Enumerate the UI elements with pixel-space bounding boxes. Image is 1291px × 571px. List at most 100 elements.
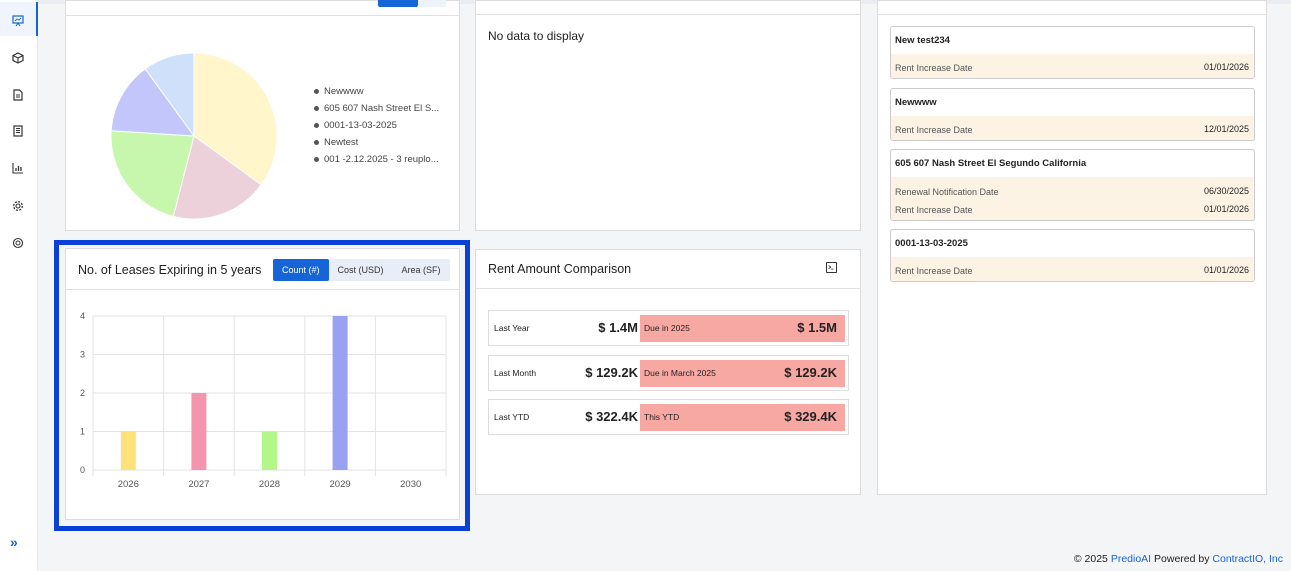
sidebar: » <box>0 0 38 571</box>
nodata-header <box>476 1 860 15</box>
footer-company-link[interactable]: ContractIO, Inc <box>1212 553 1283 565</box>
terminal-icon[interactable] <box>826 262 837 273</box>
y-tick-label: 0 <box>80 465 85 475</box>
no-data-text: No data to display <box>488 29 585 43</box>
rent-comparison-panel: Rent Amount Comparison Last Year $ 1.4M … <box>475 249 861 495</box>
card-line-value: 06/30/2025 <box>1203 186 1249 196</box>
pie-slice[interactable] <box>110 130 195 218</box>
lease-card[interactable]: 605 607 Nash Street El Segundo Californi… <box>890 149 1255 221</box>
legend-item[interactable]: 001 -2.12.2025 - 3 reuplo... <box>314 151 439 168</box>
presentation-icon[interactable] <box>11 14 25 28</box>
rent-row-value: $ 129.2K <box>585 365 638 380</box>
cube-icon[interactable] <box>11 51 25 65</box>
y-tick-label: 2 <box>80 388 85 398</box>
gear-icon[interactable] <box>11 199 25 213</box>
pie-legend: Newwww 605 607 Nash Street El S... 0001-… <box>314 83 439 168</box>
sidebar-active-indicator <box>0 2 38 36</box>
y-tick-label: 3 <box>80 350 85 360</box>
legend-label: 001 -2.12.2025 - 3 reuplo... <box>324 154 439 165</box>
legend-dot <box>314 89 319 94</box>
rent-compare-label: Due in March 2025 <box>644 368 716 378</box>
lease-card[interactable]: New test234 Rent Increase Date 01/01/202… <box>890 26 1255 79</box>
footer: © 2025 PredioAI Powered by ContractIO, I… <box>1074 553 1283 565</box>
bar-chart-icon[interactable] <box>11 161 25 175</box>
pie-slice[interactable] <box>144 52 195 138</box>
lease-card-body: Rent Increase Date 01/01/2026 <box>891 54 1254 78</box>
legend-item[interactable]: Newtest <box>314 134 439 151</box>
footer-powered: Powered by <box>1154 553 1210 565</box>
pie-panel: Newwww 605 607 Nash Street El S... 0001-… <box>65 0 460 231</box>
tab-cost[interactable]: Cost (USD) <box>337 265 384 275</box>
bar-2028[interactable] <box>262 431 277 471</box>
leases-divider <box>66 289 459 290</box>
dates-header <box>878 1 1266 15</box>
y-tick-label: 4 <box>80 311 85 321</box>
leases-tab-group: Count (#) Cost (USD) Area (SF) <box>273 259 450 281</box>
rent-comparison-title: Rent Amount Comparison <box>488 262 632 276</box>
legend-dot <box>314 106 319 111</box>
pie-chart <box>110 52 278 220</box>
tab-area[interactable]: Area (SF) <box>401 265 441 275</box>
lease-card[interactable]: Newwww Rent Increase Date 12/01/2025 <box>890 88 1255 141</box>
legend-label: 0001-13-03-2025 <box>324 120 397 131</box>
legend-dot <box>314 140 319 145</box>
lease-card-body: Renewal Notification Date 06/30/2025 Ren… <box>891 177 1254 220</box>
legend-item[interactable]: 0001-13-03-2025 <box>314 117 439 134</box>
pie-tab-active[interactable] <box>378 0 418 7</box>
x-tick-label: 2028 <box>259 479 280 490</box>
x-tick-label: 2026 <box>118 479 139 490</box>
legend-item[interactable]: 605 607 Nash Street El S... <box>314 100 439 117</box>
pie-tab[interactable] <box>418 0 446 7</box>
bar-2027[interactable] <box>191 393 207 470</box>
card-line-label: Rent Increase Date <box>895 63 973 73</box>
rent-compare-box: Due in 2025 $ 1.5M <box>640 315 845 342</box>
document-icon[interactable] <box>11 88 25 102</box>
rent-row: Last YTD $ 322.4K This YTD $ 329.4K <box>488 399 849 435</box>
footer-brand-link[interactable]: PredioAI <box>1110 553 1152 565</box>
leases-bar-chart: 0 1 2 3 4 2026 2027 2028 2029 2030 <box>80 311 447 490</box>
building-icon[interactable] <box>11 124 25 138</box>
lease-card-title: New test234 <box>895 35 950 46</box>
rent-row-label: Last Year <box>494 323 530 333</box>
legend-item[interactable]: Newwww <box>314 83 439 100</box>
rent-compare-label: This YTD <box>644 412 680 422</box>
leases-expiring-title: No. of Leases Expiring in 5 years <box>78 263 262 277</box>
bar-2029[interactable] <box>332 316 348 470</box>
x-tick-label: 2027 <box>188 479 209 490</box>
lease-card-title: 0001-13-03-2025 <box>895 238 968 249</box>
legend-label: Newtest <box>324 137 359 148</box>
rent-divider <box>476 288 860 289</box>
pie-slice[interactable] <box>193 52 278 186</box>
legend-label: Newwww <box>324 86 364 97</box>
card-line: Rent Increase Date 01/01/2026 <box>891 200 1254 218</box>
rent-row-label: Last YTD <box>494 412 530 422</box>
rent-row: Last Month $ 129.2K Due in March 2025 $ … <box>488 355 849 391</box>
card-line-value: 01/01/2026 <box>1203 265 1249 275</box>
card-line-value: 01/01/2026 <box>1203 204 1249 214</box>
expand-sidebar-button[interactable]: » <box>10 534 18 550</box>
footer-copyright: © 2025 <box>1073 553 1108 565</box>
pie-slice[interactable] <box>110 68 196 137</box>
card-line-label: Rent Increase Date <box>895 266 973 276</box>
rent-compare-label: Due in 2025 <box>644 323 690 333</box>
rent-compare-box: Due in March 2025 $ 129.2K <box>640 360 845 387</box>
lease-card-body: Rent Increase Date 01/01/2026 <box>891 257 1254 281</box>
rent-row-value: $ 322.4K <box>585 409 638 424</box>
card-line-value: 01/01/2026 <box>1203 62 1249 72</box>
tab-count[interactable]: Count (#) <box>273 259 329 281</box>
rent-compare-value: $ 129.2K <box>784 365 837 380</box>
legend-dot <box>314 157 319 162</box>
bar-2026[interactable] <box>120 431 136 471</box>
legend-label: 605 607 Nash Street El S... <box>324 103 440 114</box>
card-line: Rent Increase Date 12/01/2025 <box>891 120 1254 138</box>
card-line: Rent Increase Date 01/01/2026 <box>891 58 1254 76</box>
leases-expiring-panel: No. of Leases Expiring in 5 years Count … <box>65 248 460 520</box>
support-icon[interactable] <box>11 236 25 250</box>
x-tick-label: 2030 <box>400 479 421 490</box>
lease-card[interactable]: 0001-13-03-2025 Rent Increase Date 01/01… <box>890 229 1255 282</box>
pie-slice[interactable] <box>172 135 262 220</box>
card-line: Renewal Notification Date 06/30/2025 <box>891 182 1254 200</box>
rent-compare-box: This YTD $ 329.4K <box>640 404 845 431</box>
rent-compare-value: $ 1.5M <box>797 320 837 335</box>
card-line-value: 12/01/2025 <box>1203 124 1249 134</box>
